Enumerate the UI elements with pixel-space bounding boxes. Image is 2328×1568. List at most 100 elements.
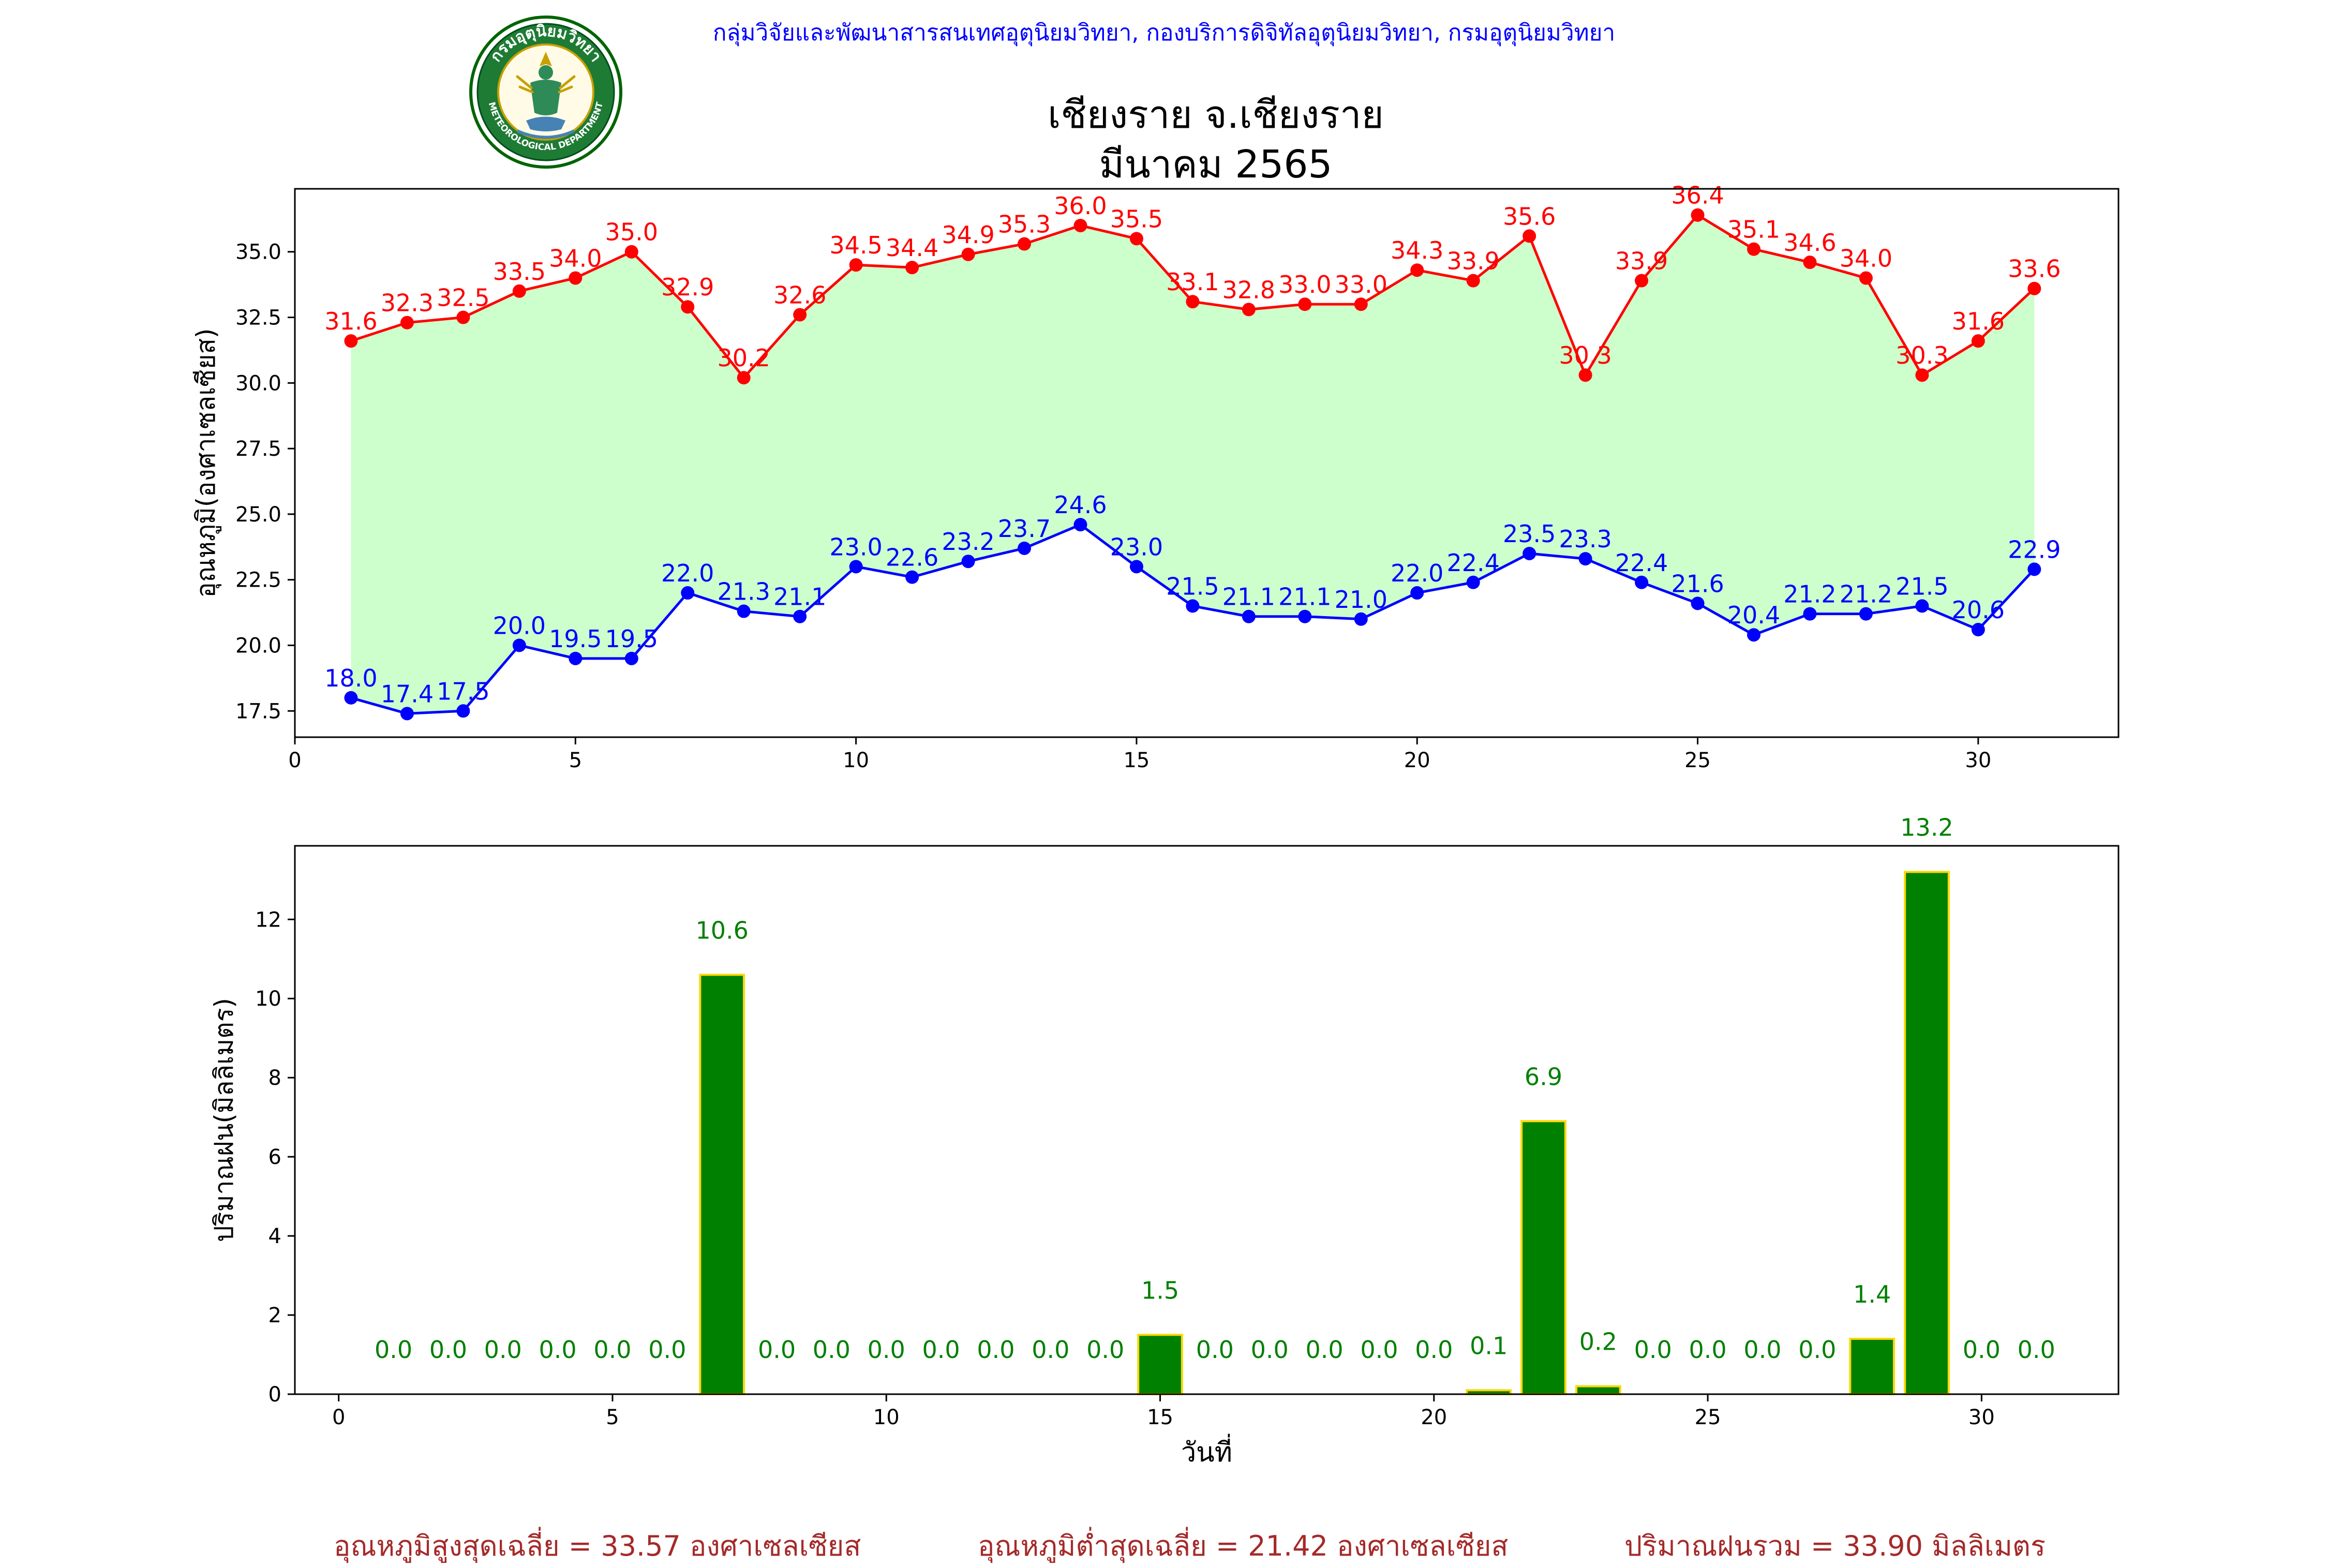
max-temperature-label: 30.3: [1896, 341, 1948, 369]
min-temperature-point: [737, 604, 751, 618]
max-temperature-point: [1915, 368, 1929, 382]
max-temperature-point: [1354, 297, 1368, 311]
max-temperature-point: [1635, 274, 1649, 288]
rainfall-value-label: 0.0: [1306, 1336, 1344, 1364]
max-temperature-point: [1578, 368, 1592, 382]
rainfall-value-label: 0.0: [1251, 1336, 1289, 1364]
min-temperature-point: [1803, 607, 1817, 621]
min-temperature-label: 18.0: [324, 664, 377, 692]
meteorological-department-seal-logo: กรมอุตุนิยมวิทยา METEOROLOGICAL DEPARTME…: [469, 16, 622, 169]
max-temperature-label: 35.3: [998, 211, 1051, 238]
min-temperature-point: [400, 707, 414, 721]
rainfall-value-label: 0.0: [1963, 1336, 2001, 1364]
max-temperature-label: 35.5: [1110, 205, 1163, 233]
min-temperature-point: [849, 560, 863, 574]
max-temperature-point: [1129, 232, 1143, 246]
max-temperature-label: 32.9: [661, 273, 714, 301]
y-tick-label: 8: [268, 1066, 281, 1090]
max-temperature-point: [400, 316, 414, 330]
chart-title-month: มีนาคม 2565: [1099, 142, 1333, 187]
min-temperature-point: [681, 586, 695, 600]
x-tick-label: 10: [873, 1406, 900, 1429]
y-tick-label: 30.0: [235, 371, 281, 395]
min-temperature-point: [1129, 560, 1143, 574]
min-temperature-label: 24.6: [1054, 491, 1107, 519]
max-temperature-label: 34.4: [886, 234, 938, 262]
min-temperature-label: 21.0: [1335, 586, 1387, 614]
min-temperature-point: [344, 691, 358, 705]
organization-header: กลุ่มวิจัยและพัฒนาสารสนเทศอุตุนิยมวิทยา,…: [712, 20, 1616, 46]
min-temperature-point: [456, 704, 470, 718]
max-temperature-point: [793, 308, 807, 322]
max-temperature-label: 36.4: [1671, 182, 1724, 210]
rainfall-value-label: 0.0: [1743, 1336, 1781, 1364]
max-temperature-label: 34.0: [1840, 244, 1892, 272]
rainfall-bar: [1575, 1385, 1621, 1396]
rainfall-bar: [1904, 871, 1950, 1395]
max-temperature-point: [456, 310, 470, 324]
min-temperature-point: [905, 570, 919, 584]
min-temperature-label: 22.4: [1446, 549, 1499, 577]
max-temperature-point: [1018, 237, 1031, 251]
min-temperature-label: 21.1: [773, 583, 826, 611]
y-tick-label: 10: [255, 987, 281, 1011]
max-temperature-point: [681, 300, 695, 314]
max-temperature-point: [737, 371, 751, 385]
max-temperature-label: 30.3: [1559, 341, 1611, 369]
min-temperature-point: [1186, 599, 1200, 613]
rainfall-value-label: 0.0: [922, 1336, 960, 1364]
rainfall-value-label: 0.0: [1032, 1336, 1069, 1364]
min-temperature-label: 19.5: [549, 625, 602, 653]
min-temperature-point: [512, 638, 526, 652]
rainfall-x-axis-label: วันที่: [1181, 1433, 1232, 1468]
min-temperature-point: [1410, 586, 1424, 600]
rainfall-value-label: 1.4: [1853, 1280, 1891, 1308]
x-tick-label: 20: [1421, 1406, 1447, 1429]
rainfall-value-label: 0.0: [1689, 1336, 1727, 1364]
y-tick-label: 27.5: [235, 437, 281, 461]
rainfall-value-label: 0.0: [648, 1336, 686, 1364]
rainfall-bar: [699, 974, 745, 1395]
x-tick-label: 20: [1404, 749, 1430, 772]
min-temperature-point: [961, 555, 975, 569]
max-temperature-label: 34.5: [829, 231, 882, 259]
y-tick-label: 32.5: [235, 306, 281, 330]
min-temperature-label: 23.7: [998, 515, 1051, 543]
min-temperature-point: [1466, 575, 1480, 589]
min-temperature-label: 23.3: [1559, 525, 1611, 553]
y-tick-label: 6: [268, 1145, 281, 1169]
max-temperature-point: [1242, 303, 1256, 317]
max-temperature-label: 33.9: [1446, 247, 1499, 275]
min-temperature-label: 20.0: [493, 611, 546, 639]
min-temperature-label: 21.5: [1166, 572, 1219, 600]
y-tick-label: 22.5: [235, 569, 281, 592]
max-temperature-label: 32.3: [381, 289, 434, 317]
max-temperature-label: 34.6: [1783, 229, 1836, 257]
x-tick-label: 30: [1968, 1406, 1995, 1429]
max-temperature-point: [624, 245, 638, 259]
max-temperature-point: [1803, 256, 1817, 270]
max-temperature-label: 34.9: [942, 221, 994, 249]
max-temperature-label: 33.6: [2008, 255, 2061, 283]
rainfall-value-label: 0.0: [758, 1336, 796, 1364]
rainfall-value-label: 0.0: [375, 1336, 412, 1364]
rainfall-value-label: 0.0: [429, 1336, 467, 1364]
min-temperature-label: 21.2: [1783, 580, 1836, 608]
rainfall-value-label: 13.2: [1900, 813, 1953, 841]
max-temperature-label: 31.6: [1952, 307, 2005, 335]
max-temperature-label: 35.1: [1727, 216, 1780, 244]
max-temperature-label: 33.0: [1278, 271, 1331, 298]
rainfall-value-label: 0.0: [1086, 1336, 1124, 1364]
min-temperature-point: [1859, 607, 1873, 621]
max-temperature-label: 32.5: [437, 284, 489, 312]
min-temperature-label: 20.4: [1727, 601, 1780, 629]
y-tick-label: 4: [268, 1224, 281, 1248]
min-temperature-point: [1523, 546, 1536, 560]
y-tick-label: 2: [268, 1304, 281, 1327]
x-tick-label: 25: [1684, 749, 1711, 772]
x-tick-label: 10: [843, 749, 869, 772]
max-temperature-point: [1466, 274, 1480, 288]
rainfall-value-label: 0.0: [1798, 1336, 1836, 1364]
y-tick-label: 25.0: [235, 503, 281, 527]
min-temperature-label: 21.3: [717, 578, 770, 606]
